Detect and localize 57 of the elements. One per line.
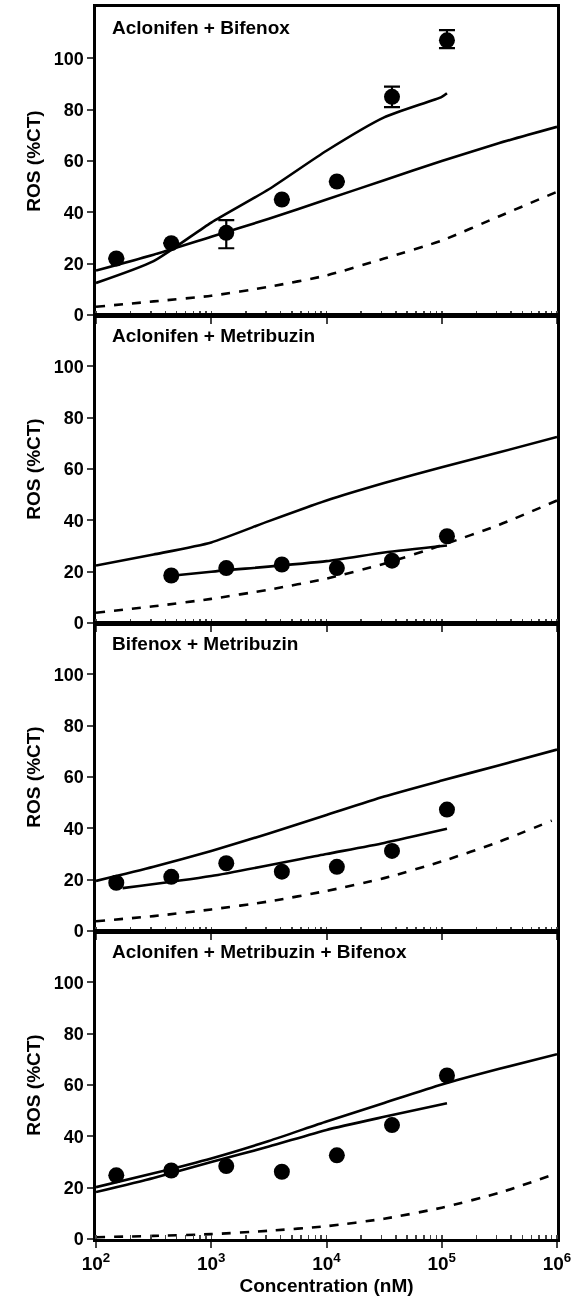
y-tick-label: 100 — [53, 972, 84, 993]
y-tick-label: 60 — [63, 459, 84, 480]
point — [384, 842, 400, 859]
point — [273, 863, 290, 880]
point — [328, 560, 345, 577]
x-tick-label: 10$^{5}$ — [427, 1250, 457, 1275]
x-tick-label: 10$^{6}$ — [542, 1250, 572, 1275]
line-series — [96, 435, 557, 567]
y-tick-label: 0 — [73, 613, 84, 634]
y-tick-label: 40 — [63, 510, 84, 531]
y-tick-label: 100 — [53, 48, 84, 69]
point — [273, 191, 290, 208]
y-axis-title: ROS (%CT) — [23, 1034, 45, 1136]
y-tick-label: 60 — [63, 1075, 84, 1096]
y-tick-label: 20 — [63, 253, 84, 274]
text: Aclonifen + Metribuzin + Bifenox — [112, 941, 407, 962]
y-tick-label: 60 — [63, 151, 84, 172]
y-tick-label: 40 — [63, 1126, 84, 1147]
y-tick-label: 60 — [63, 767, 84, 788]
text: Bifenox + Metribuzin — [112, 633, 299, 654]
y-tick-label: 20 — [63, 1177, 84, 1198]
point — [438, 801, 455, 818]
point — [273, 1163, 290, 1180]
y-tick-label: 100 — [53, 356, 84, 377]
y-tick-label: 40 — [63, 818, 84, 839]
point — [438, 1067, 455, 1084]
point — [438, 528, 455, 545]
point — [384, 552, 400, 569]
point — [328, 1147, 345, 1164]
line-series — [96, 499, 557, 615]
y-tick-label: 0 — [73, 921, 84, 942]
point — [328, 858, 345, 875]
y-tick-label: 80 — [63, 1023, 84, 1044]
point — [218, 855, 235, 872]
y-tick-label: 20 — [63, 561, 84, 582]
x-axis-title: Concentration (nM) — [239, 1275, 414, 1297]
y-tick-label: 0 — [73, 305, 84, 326]
text: Aclonifen + Bifenox — [112, 17, 291, 38]
y-tick-label: 20 — [63, 869, 84, 890]
text: Aclonifen + Metribuzin — [112, 325, 316, 346]
x-tick-label: 10$^{4}$ — [312, 1250, 342, 1275]
point — [384, 1117, 400, 1134]
y-tick-label: 80 — [63, 99, 84, 120]
point — [218, 1158, 235, 1175]
y-tick-label: 40 — [63, 202, 84, 223]
x-tick-label: 10$^{2}$ — [81, 1250, 111, 1275]
point — [328, 173, 345, 190]
y-tick-label: 0 — [73, 1229, 84, 1250]
line-series — [96, 190, 557, 309]
y-tick-label: 100 — [53, 664, 84, 685]
y-axis-title: ROS (%CT) — [23, 418, 45, 520]
x-tick-label: 10$^{3}$ — [196, 1250, 226, 1275]
line-series — [96, 1052, 557, 1189]
y-axis-title: ROS (%CT) — [23, 110, 45, 212]
y-axis-title: ROS (%CT) — [23, 726, 45, 828]
y-tick-label: 80 — [63, 407, 84, 428]
y-tick-label: 80 — [63, 715, 84, 736]
